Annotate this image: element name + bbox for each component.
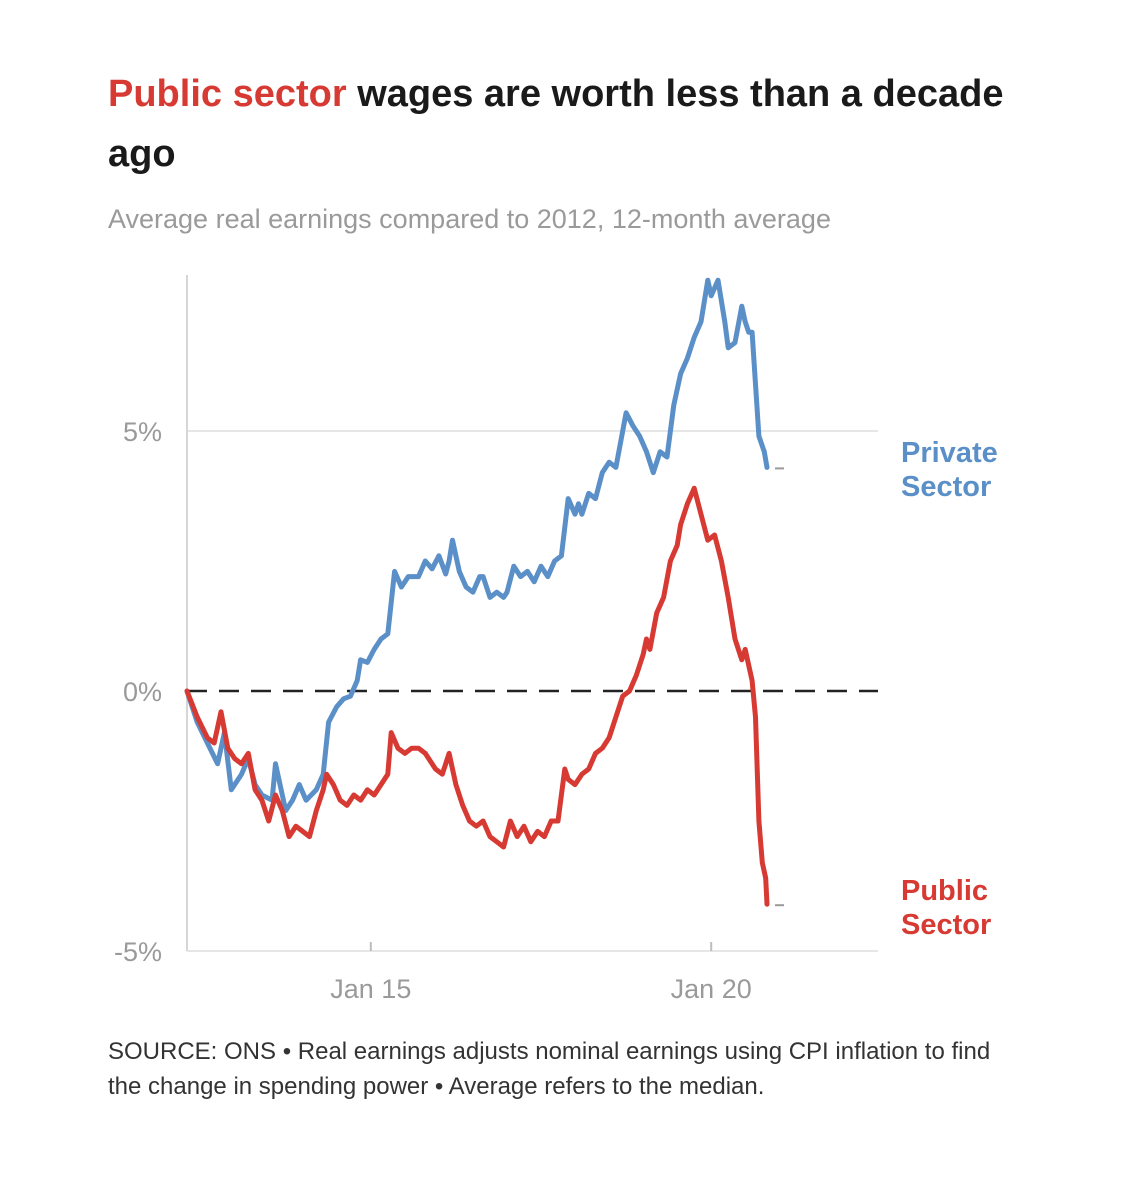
y-tick-label: 5% — [123, 417, 162, 447]
y-tick-label: -5% — [114, 937, 162, 967]
chart-subtitle: Average real earnings compared to 2012, … — [108, 204, 831, 234]
title-highlight: Public sector — [108, 73, 347, 115]
title-rest: wages are worth less than a decade ago — [108, 73, 1004, 175]
series-line-private — [184, 277, 770, 814]
series-line-public — [184, 485, 770, 907]
chart-title: Public sector wages are worth less than … — [108, 64, 1008, 184]
x-tick-label: Jan 20 — [671, 974, 752, 1004]
axis-layer: 5% 0% -5% Jan 15 Jan 20 — [114, 275, 752, 1004]
x-tick-label: Jan 15 — [330, 974, 411, 1004]
series-label-public: Public — [901, 875, 988, 907]
series-label-private: Private — [901, 437, 998, 469]
series-layer — [184, 277, 770, 907]
series-label-public: Sector — [901, 909, 991, 941]
source-note: SOURCE: ONS • Real earnings adjusts nomi… — [108, 1038, 991, 1100]
y-tick-label: 0% — [123, 677, 162, 707]
grid-layer — [187, 430, 878, 952]
series-label-private: Sector — [901, 471, 991, 503]
